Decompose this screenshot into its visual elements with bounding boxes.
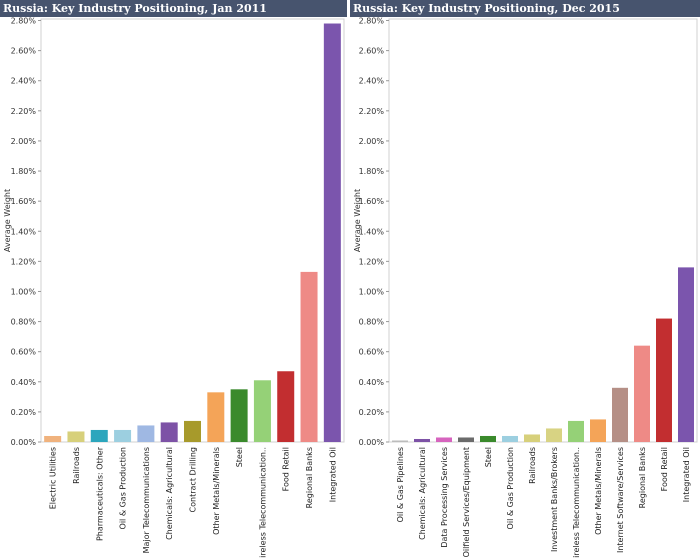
y-tick-label: 0.40% <box>359 378 385 387</box>
bar-chart-dec-2015: 0.00% 0.20% 0.40% 0.60% 0.80% 1.00% 1.20% 1.40%… <box>353 17 698 558</box>
x-tick-label: Wireless Telecommunication.. <box>258 447 267 558</box>
bar-regional-banks[interactable] <box>634 345 650 442</box>
x-tick-label: Wireless Telecommunication.. <box>572 447 581 558</box>
y-axis-label: Average Weight <box>3 189 12 252</box>
bar-integrated-oil[interactable] <box>323 23 341 442</box>
y-tick-label: 2.40% <box>11 77 37 86</box>
y-tick-label: 1.00% <box>359 287 385 296</box>
x-tick-label: Internet Software/Services <box>616 447 625 553</box>
y-tick-label: 0.80% <box>359 318 385 327</box>
y-axis-label: Average Weight <box>353 189 362 252</box>
y-tick-label: 2.80% <box>359 17 385 26</box>
bar-pharmaceuticals-other[interactable] <box>90 429 108 442</box>
y-tick-label: 1.60% <box>11 197 37 206</box>
bar-chemicals-agricultural[interactable] <box>160 422 178 442</box>
x-tick-label: Oil & Gas Pipelines <box>396 447 405 522</box>
y-tick-label: 2.20% <box>11 107 37 116</box>
bar-steel[interactable] <box>230 389 248 442</box>
bar-railroads[interactable] <box>524 434 540 442</box>
chart-panel-dec-2015: Russia: Key Industry Positioning, Dec 20… <box>350 0 700 558</box>
y-tick-label: 2.60% <box>359 47 385 56</box>
y-tick-label: 2.00% <box>11 137 37 146</box>
x-tick-label: Electric Utilities <box>49 447 58 509</box>
bar-chemicals-agricultural[interactable] <box>414 438 430 442</box>
bar-steel[interactable] <box>480 435 496 442</box>
bar-investment-banks-brokers[interactable] <box>546 428 562 442</box>
x-tick-label: Food Retail <box>660 447 669 491</box>
bar-other-metals-minerals[interactable] <box>590 419 606 442</box>
x-tick-label: Steel <box>235 447 244 467</box>
chart-title: Russia: Key Industry Positioning, Jan 20… <box>0 0 347 17</box>
x-tick-label: Steel <box>484 447 493 467</box>
y-tick-label: 0.40% <box>11 378 37 387</box>
x-tick-label: Integrated Oil <box>328 447 337 502</box>
plot-area <box>388 18 698 443</box>
bar-integrated-oil[interactable] <box>678 267 694 442</box>
bar-oilfield-services-equipment[interactable] <box>458 437 474 442</box>
bar-wireless-telecommunication[interactable] <box>253 380 271 442</box>
y-tick-label: 1.20% <box>359 257 385 266</box>
bar-data-processing-services[interactable] <box>436 437 452 442</box>
plot-area <box>40 18 345 443</box>
y-tick-label: 2.20% <box>359 107 385 116</box>
y-tick-label: 1.40% <box>359 227 385 236</box>
x-tick-label: Data Processing Services <box>440 447 449 548</box>
y-tick-label: 2.00% <box>359 137 385 146</box>
y-tick-label: 2.40% <box>359 77 385 86</box>
x-tick-label: Integrated Oil <box>682 447 691 502</box>
bar-regional-banks[interactable] <box>300 271 318 442</box>
bar-railroads[interactable] <box>67 431 85 442</box>
y-tick-label: 0.20% <box>359 408 385 417</box>
x-tick-label: Chemicals: Agricultural <box>165 447 174 540</box>
x-tick-label: Contract Drilling <box>189 447 198 512</box>
y-tick-label: 0.00% <box>11 438 37 447</box>
x-tick-label: Oil & Gas Production <box>506 447 515 529</box>
bar-other-metals-minerals[interactable] <box>207 392 225 442</box>
y-tick-label: 1.20% <box>11 257 37 266</box>
bar-internet-software-services[interactable] <box>612 387 628 442</box>
x-tick-label: Pharmaceuticals: Other <box>95 446 104 541</box>
y-tick-label: 2.80% <box>11 17 37 26</box>
y-tick-label: 0.60% <box>11 348 37 357</box>
y-tick-label: 0.60% <box>359 348 385 357</box>
bar-major-telecommunications[interactable] <box>137 425 155 442</box>
x-tick-label: Other Metals/Minerals <box>212 447 221 535</box>
y-tick-label: 2.60% <box>11 47 37 56</box>
y-tick-label: 0.00% <box>359 438 385 447</box>
bar-oil-gas-production[interactable] <box>502 435 518 442</box>
x-tick-label: Other Metals/Minerals <box>594 447 603 535</box>
bar-chart-jan-2011: 0.00% 0.20% 0.40% 0.60% 0.80% 1.00% 1.20% 1.40%… <box>3 17 345 558</box>
bar-food-retail[interactable] <box>277 371 295 442</box>
x-tick-label: Food Retail <box>282 447 291 491</box>
y-tick-label: 0.80% <box>11 318 37 327</box>
x-tick-label: Chemicals: Agricultural <box>418 447 427 540</box>
y-tick-label: 0.20% <box>11 408 37 417</box>
x-tick-label: Oilfield Services/Equipment <box>462 447 471 557</box>
y-tick-label: 1.60% <box>359 197 385 206</box>
x-tick-label: Major Telecommunications <box>142 447 151 553</box>
x-tick-label: Investment Banks/Brokers <box>550 447 559 552</box>
chart-panel-jan-2011: Russia: Key Industry Positioning, Jan 20… <box>0 0 347 558</box>
chart-title: Russia: Key Industry Positioning, Dec 20… <box>350 0 700 17</box>
y-tick-label: 1.40% <box>11 227 37 236</box>
bar-food-retail[interactable] <box>656 318 672 442</box>
x-tick-label: Railroads <box>528 447 537 484</box>
y-tick-label: 1.80% <box>11 167 37 176</box>
bar-oil-gas-production[interactable] <box>114 429 132 442</box>
bar-oil-gas-pipelines[interactable] <box>392 440 408 442</box>
x-tick-label: Railroads <box>72 447 81 484</box>
x-tick-label: Regional Banks <box>638 447 647 508</box>
y-tick-label: 1.80% <box>359 167 385 176</box>
bar-electric-utilities[interactable] <box>44 435 62 442</box>
bar-wireless-telecommunication[interactable] <box>568 420 584 442</box>
y-tick-label: 1.00% <box>11 287 37 296</box>
x-tick-label: Regional Banks <box>305 447 314 508</box>
bar-contract-drilling[interactable] <box>184 420 201 442</box>
panel-divider <box>347 0 350 558</box>
x-tick-label: Oil & Gas Production <box>119 447 128 529</box>
